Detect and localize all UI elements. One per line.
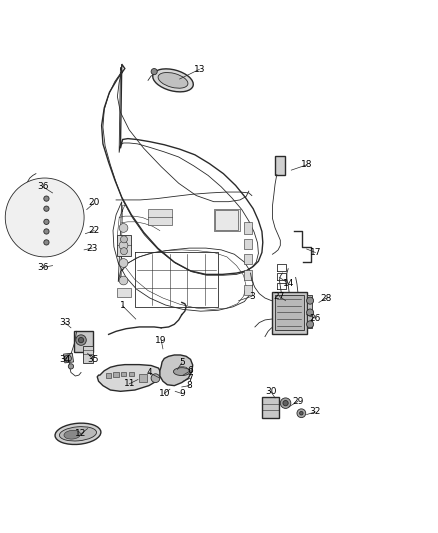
Bar xyxy=(129,372,134,376)
Text: 7: 7 xyxy=(187,374,194,383)
Bar xyxy=(275,295,304,330)
Circle shape xyxy=(44,219,49,224)
Text: 19: 19 xyxy=(155,336,167,344)
Bar xyxy=(36,239,57,245)
Circle shape xyxy=(307,309,314,316)
Circle shape xyxy=(307,321,314,328)
Polygon shape xyxy=(117,287,131,297)
Text: 9: 9 xyxy=(179,389,185,398)
Text: 35: 35 xyxy=(87,355,99,364)
Circle shape xyxy=(151,374,160,383)
Text: 5: 5 xyxy=(179,358,185,367)
Text: 10: 10 xyxy=(159,389,170,398)
Circle shape xyxy=(119,223,128,232)
Circle shape xyxy=(151,69,157,75)
Circle shape xyxy=(119,276,128,285)
Circle shape xyxy=(280,398,291,408)
Ellipse shape xyxy=(158,72,188,88)
Circle shape xyxy=(76,335,86,345)
Text: 29: 29 xyxy=(292,397,304,406)
Bar xyxy=(139,374,147,382)
Circle shape xyxy=(120,236,127,243)
Text: 26: 26 xyxy=(310,314,321,322)
Polygon shape xyxy=(64,353,74,363)
Bar xyxy=(121,372,126,376)
Text: 11: 11 xyxy=(124,379,135,389)
Text: 33: 33 xyxy=(59,318,71,327)
Bar xyxy=(106,374,111,378)
Ellipse shape xyxy=(173,368,190,376)
Text: 8: 8 xyxy=(186,381,192,390)
Bar xyxy=(74,332,93,352)
Bar xyxy=(36,196,57,206)
Circle shape xyxy=(44,229,49,234)
Text: 13: 13 xyxy=(194,65,205,74)
Circle shape xyxy=(5,178,84,257)
Bar xyxy=(275,156,285,174)
Bar xyxy=(214,209,240,231)
Text: 12: 12 xyxy=(75,429,87,438)
Text: 27: 27 xyxy=(274,292,285,301)
Ellipse shape xyxy=(153,69,193,92)
Text: 23: 23 xyxy=(86,244,98,253)
Text: 1: 1 xyxy=(120,302,126,310)
Circle shape xyxy=(119,241,128,250)
Text: 20: 20 xyxy=(88,198,100,207)
Bar xyxy=(272,292,307,334)
Bar xyxy=(215,211,238,230)
Circle shape xyxy=(44,240,49,245)
Circle shape xyxy=(44,206,49,211)
Polygon shape xyxy=(160,355,193,386)
Text: 22: 22 xyxy=(88,226,100,235)
Bar xyxy=(117,235,131,256)
Circle shape xyxy=(283,400,288,406)
Polygon shape xyxy=(97,365,161,391)
Bar xyxy=(244,254,252,264)
Text: 36: 36 xyxy=(37,182,49,191)
Text: 28: 28 xyxy=(321,294,332,303)
Text: 17: 17 xyxy=(310,248,321,257)
Text: 32: 32 xyxy=(310,407,321,416)
Circle shape xyxy=(297,409,306,418)
Bar xyxy=(113,373,119,377)
Bar xyxy=(307,295,312,328)
Text: 3: 3 xyxy=(249,292,255,301)
Circle shape xyxy=(307,297,314,304)
Circle shape xyxy=(119,259,128,268)
Circle shape xyxy=(300,411,303,415)
Circle shape xyxy=(120,248,127,255)
Text: 4: 4 xyxy=(146,368,152,377)
Bar xyxy=(36,219,57,229)
Text: 18: 18 xyxy=(301,160,312,169)
Bar xyxy=(244,285,252,295)
Text: 14: 14 xyxy=(283,279,294,288)
Circle shape xyxy=(64,355,71,362)
Text: 30: 30 xyxy=(265,387,276,396)
Text: 36: 36 xyxy=(37,263,49,272)
Bar xyxy=(83,346,93,363)
Bar xyxy=(262,397,279,418)
Text: 34: 34 xyxy=(59,355,71,364)
Circle shape xyxy=(78,337,84,343)
Bar xyxy=(36,191,57,246)
Circle shape xyxy=(68,364,74,369)
Bar xyxy=(148,209,172,225)
Ellipse shape xyxy=(55,423,101,445)
Ellipse shape xyxy=(64,430,81,439)
Text: 6: 6 xyxy=(187,366,194,375)
Ellipse shape xyxy=(60,426,96,441)
Bar xyxy=(244,270,252,280)
Circle shape xyxy=(44,196,49,201)
Bar xyxy=(244,222,252,234)
Bar xyxy=(244,239,252,249)
